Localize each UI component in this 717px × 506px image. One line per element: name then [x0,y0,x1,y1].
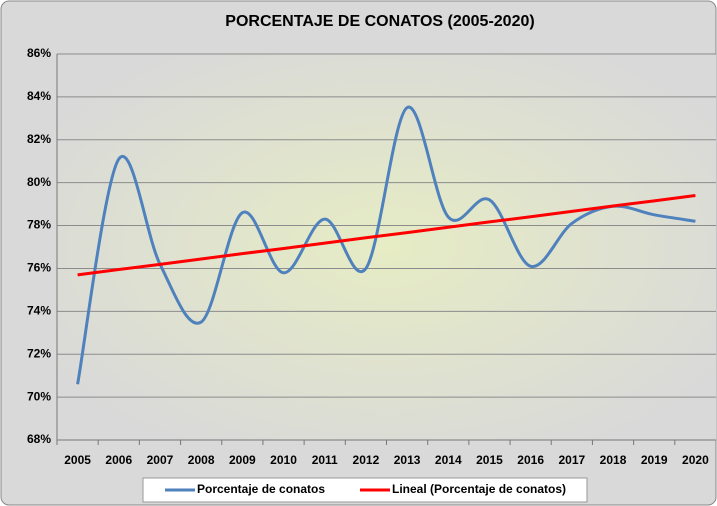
x-tick-label: 2012 [353,453,380,467]
legend-label: Lineal (Porcentaje de conatos) [392,482,566,496]
legend-label: Porcentaje de conatos [197,482,325,496]
y-tick-label: 68% [27,432,51,446]
x-tick-label: 2015 [476,453,503,467]
y-tick-label: 70% [27,389,51,403]
x-tick-label: 2016 [517,453,544,467]
x-tick-label: 2009 [229,453,256,467]
x-tick-label: 2008 [188,453,215,467]
y-tick-label: 82% [27,132,51,146]
y-tick-label: 74% [27,304,51,318]
plot-area [57,54,716,440]
x-tick-label: 2019 [641,453,668,467]
x-tick-label: 2010 [270,453,297,467]
chart-title: PORCENTAJE DE CONATOS (2005-2020) [225,13,534,30]
y-tick-label: 78% [27,218,51,232]
x-tick-label: 2006 [105,453,132,467]
x-tick-label: 2005 [64,453,91,467]
y-tick-label: 86% [27,46,51,60]
y-tick-label: 72% [27,346,51,360]
series-line [77,194,696,277]
x-tick-label: 2014 [435,453,462,467]
x-tick-label: 2007 [147,453,174,467]
x-tick-label: 2013 [394,453,421,467]
x-tick-label: 2011 [312,453,338,467]
y-tick-label: 84% [27,89,51,103]
x-tick-label: 2017 [558,453,585,467]
y-tick-label: 76% [27,261,51,275]
x-tick-label: 2020 [682,453,709,467]
series-line [76,106,696,385]
x-tick-label: 2018 [600,453,627,467]
y-tick-label: 80% [27,175,51,189]
